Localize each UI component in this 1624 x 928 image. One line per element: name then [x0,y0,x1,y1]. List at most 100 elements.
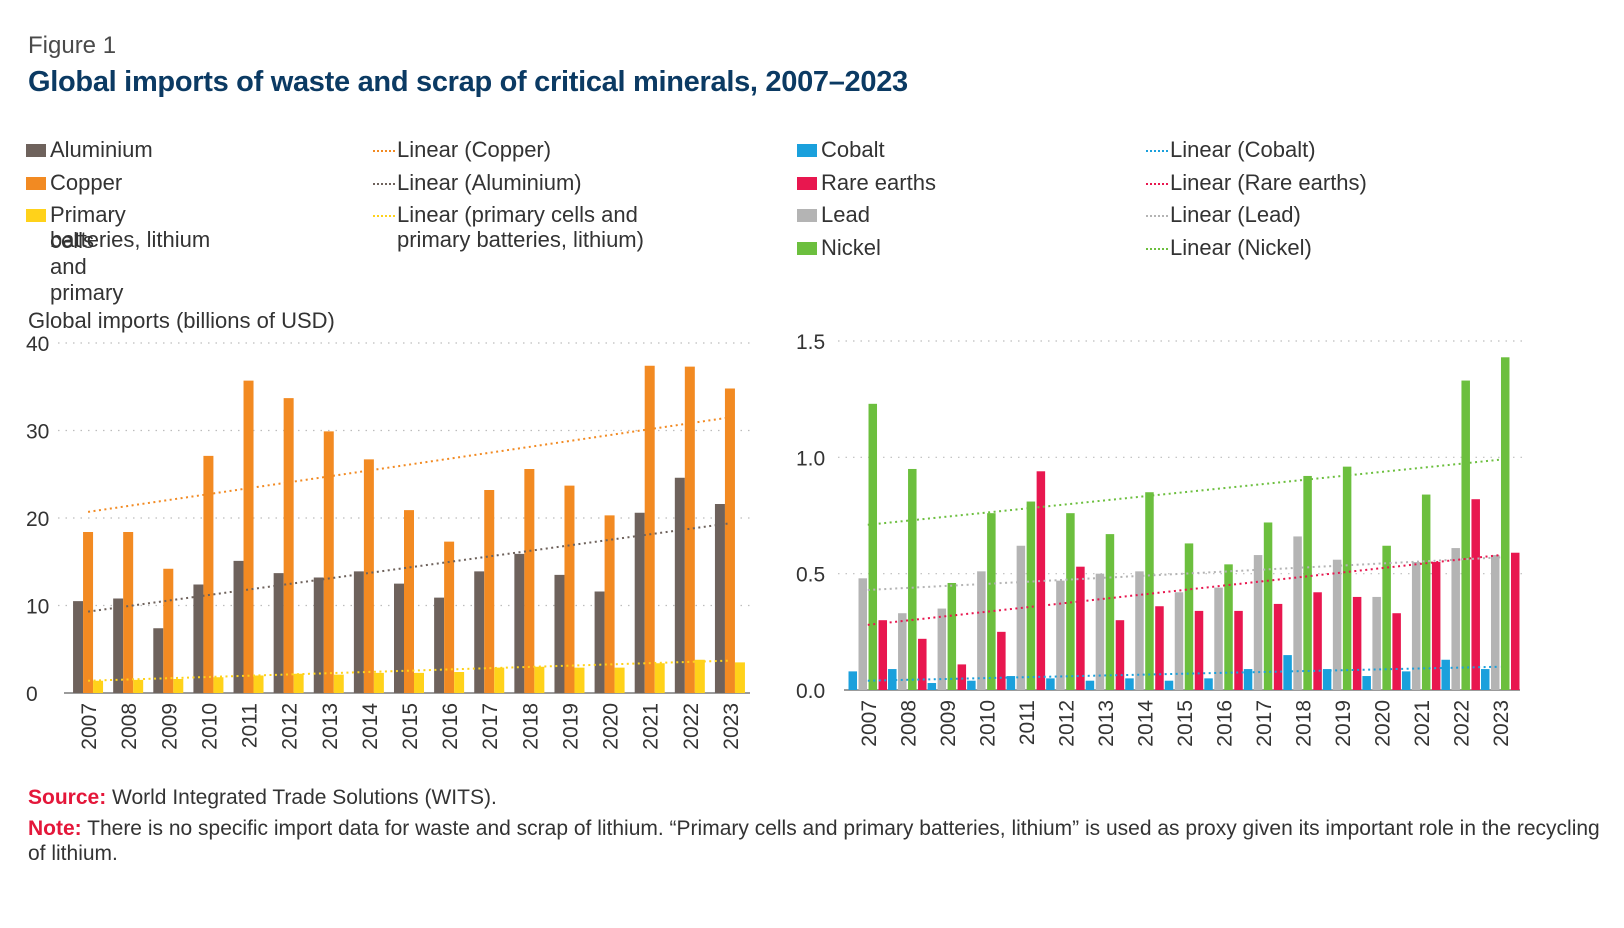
bar-aluminium-2009 [153,628,164,693]
bar-lead-2018 [1293,536,1302,690]
bar-aluminium-2011 [233,560,244,693]
bar-lithium-2010 [213,677,224,693]
bar-nickel-2017 [1263,522,1273,690]
legend-label: batteries, lithium [50,227,211,252]
y-tick-label: 30 [26,421,49,444]
left-bar-chart: 0 10 20 30 40 2007 2008 2009 2010 2011 2012 2013 201… [26,333,754,750]
legend-label: Linear (primary cells and [397,202,638,227]
bar-nickel-2007 [868,403,878,690]
x-tick-label: 2014 [1134,700,1157,747]
bar-aluminium-2020 [594,591,605,693]
bar-aluminium-2023 [714,504,725,693]
linear-lead-line [1146,215,1168,217]
bar-aluminium-2016 [434,597,445,693]
bar-cobalt-2014 [1125,678,1134,690]
bar-rare_earths-2020 [1392,613,1401,690]
bar-cobalt-2021 [1401,671,1411,690]
bar-aluminium-2019 [554,574,565,693]
legend-label: primary batteries, lithium) [397,227,644,252]
bar-lithium-2014 [373,672,384,693]
x-tick-label: 2009 [158,703,181,750]
linear-copper-line [373,150,395,152]
bar-copper-2011 [243,380,254,693]
x-tick-label: 2020 [600,703,623,750]
bar-nickel-2010 [987,513,996,690]
bar-cobalt-2015 [1164,680,1174,690]
legend-label: Rare earths [821,170,936,195]
bar-aluminium-2015 [394,583,404,693]
bar-rare_earths-2016 [1234,610,1243,690]
lithium-swatch [26,209,46,222]
bar-copper-2019 [564,485,575,693]
x-tick-label: 2015 [399,703,422,750]
figure-label: Figure 1 [28,32,117,59]
bar-nickel-2019 [1342,466,1352,690]
legend-label: Linear (Nickel) [1170,235,1312,260]
bar-nickel-2021 [1421,494,1431,690]
x-tick-label: 2021 [1411,700,1434,747]
footnote: Note: There is no specific import data f… [28,816,1600,866]
bar-rare_earths-2012 [1076,566,1085,690]
bar-copper-2016 [444,541,455,693]
bar-lead-2008 [898,613,907,690]
x-tick-label: 2013 [319,703,342,750]
trendline-lithium [88,659,730,682]
y-axis-label: Global imports (billions of USD) [28,308,335,333]
bar-aluminium-2008 [113,598,124,693]
y-tick-label: 1.0 [796,447,825,470]
x-tick-label: 2007 [78,703,101,750]
trendline-copper [87,416,731,513]
bar-lithium-2020 [614,667,625,693]
bar-lead-2012 [1056,580,1065,690]
source-key: Source: [28,786,107,809]
bar-lithium-2017 [494,667,505,693]
bar-lithium-2009 [173,679,184,693]
linear-rare-earths-line [1146,183,1168,185]
bar-nickel-2015 [1184,543,1194,690]
bar-lead-2010 [977,571,986,690]
bar-cobalt-2016 [1204,678,1213,690]
bar-cobalt-2018 [1283,655,1292,690]
bar-cobalt-2007 [848,671,858,690]
x-tick-label: 2021 [640,703,663,750]
bar-nickel-2011 [1026,501,1036,690]
legend-label: Linear (Cobalt) [1170,137,1316,162]
legend-label: Linear (Rare earths) [1170,170,1367,195]
note-key: Note: [28,817,82,840]
trendline-rare_earths [867,554,1501,626]
bar-copper-2010 [203,455,214,693]
x-tick-label: 2007 [858,700,881,747]
legend-label: Linear (Aluminium) [397,170,582,195]
bar-rare_earths-2013 [1115,620,1125,690]
x-tick-label: 2017 [479,703,502,750]
note-text-line2: of lithium. [28,842,118,865]
bar-lithium-2022 [694,659,705,693]
bar-lead-2020 [1372,596,1381,690]
bar-nickel-2013 [1105,534,1115,690]
x-tick-label: 2009 [937,700,960,747]
trendline-lead [867,556,1501,591]
bar-rare_earths-2019 [1352,596,1362,690]
bar-lithium-2007 [93,680,104,693]
bar-lead-2015 [1174,592,1184,690]
bar-copper-2007 [83,532,94,693]
bar-nickel-2008 [908,468,917,690]
y-tick-label: 0.5 [796,564,825,587]
x-tick-label: 2012 [1055,700,1078,747]
trendline-nickel [867,458,1501,526]
bar-aluminium-2014 [353,571,364,693]
bar-cobalt-2023 [1480,669,1490,690]
bar-nickel-2014 [1145,492,1154,690]
bar-copper-2018 [524,469,535,693]
x-tick-label: 2019 [559,703,582,750]
bar-aluminium-2021 [634,512,645,693]
rare-earths-swatch [797,177,817,190]
bar-lithium-2011 [253,675,264,693]
bar-lead-2007 [858,578,868,690]
bar-nickel-2009 [947,582,957,690]
nickel-swatch [797,242,817,255]
source-text: World Integrated Trade Solutions (WITS). [106,786,497,809]
bar-lead-2017 [1253,555,1263,690]
bar-rare_earths-2014 [1155,606,1164,690]
bar-copper-2022 [684,366,695,693]
